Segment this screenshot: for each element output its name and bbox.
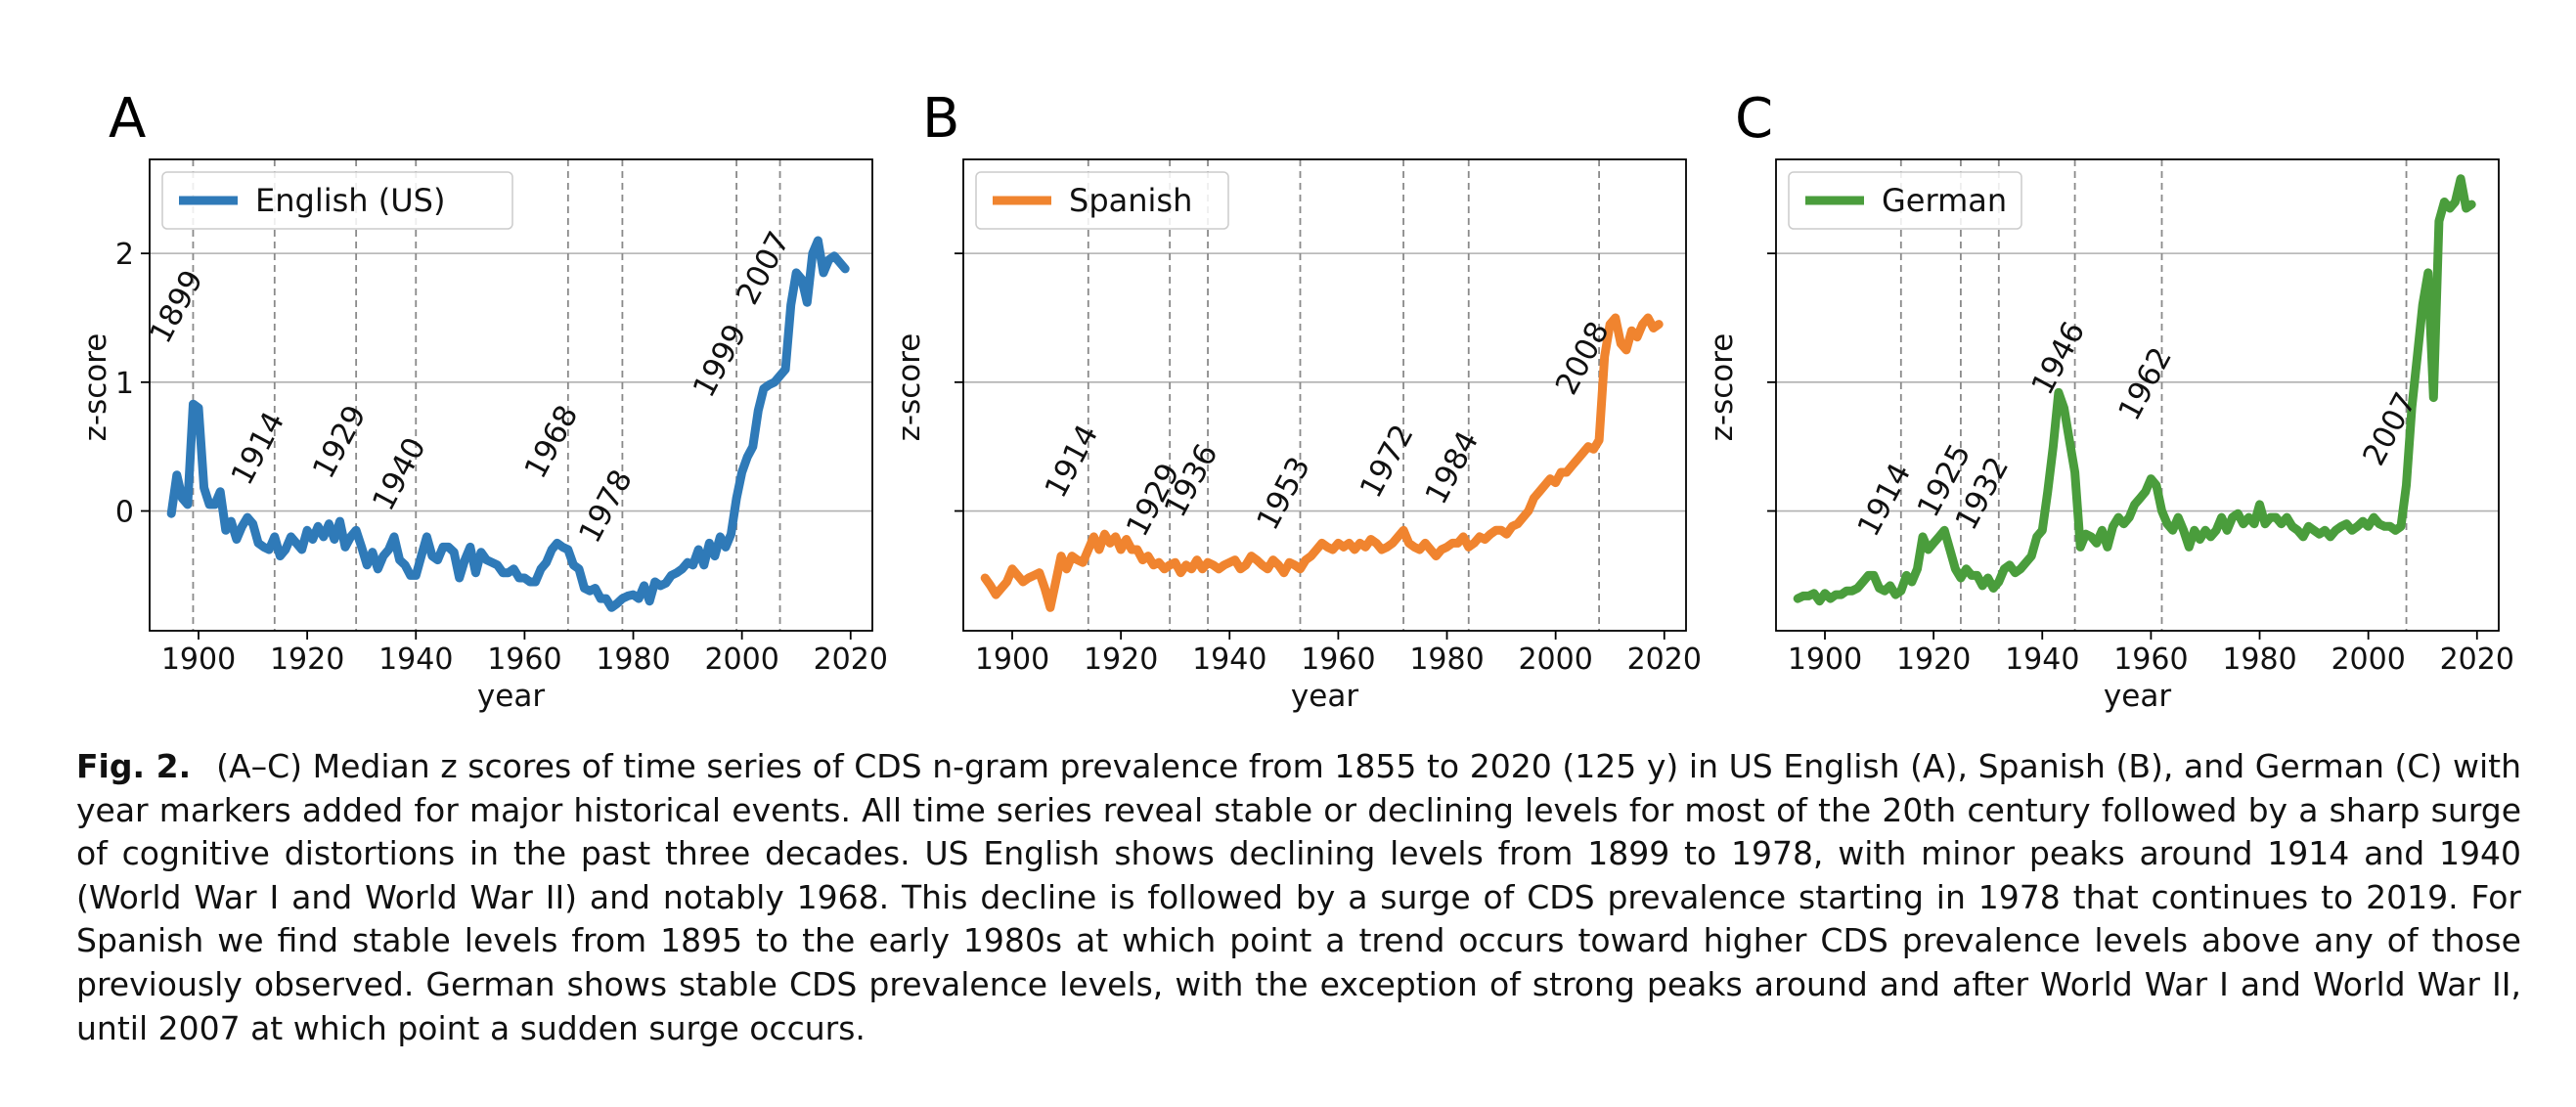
x-tick-label: 1960 — [2113, 642, 2188, 677]
y-tick-label: 0 — [115, 496, 134, 530]
legend: Spanish — [975, 171, 1229, 230]
legend-label: Spanish — [1069, 182, 1192, 219]
event-year-label: 1962 — [2111, 341, 2179, 426]
event-year-label: 1940 — [366, 432, 433, 517]
event-year-label: 1984 — [1418, 425, 1486, 510]
x-tick-label: 1920 — [1896, 642, 1971, 677]
x-tick-label: 2000 — [1518, 642, 1592, 677]
x-tick-label: 1920 — [270, 642, 344, 677]
x-axis-label: year — [1291, 679, 1358, 714]
event-year-label: 1968 — [518, 400, 586, 485]
data-series-line — [980, 313, 1664, 612]
x-tick-label: 1980 — [596, 642, 670, 677]
figure-caption: Fig. 2. (A–C) Median z scores of time ser… — [76, 745, 2521, 1050]
event-year-label: 1946 — [2024, 316, 2092, 401]
legend-box — [1788, 171, 2022, 230]
x-tick-label: 2020 — [1627, 642, 1702, 677]
event-year-label: 1972 — [1354, 419, 1421, 504]
panel-letter: B — [922, 87, 959, 151]
x-tick-label: 2000 — [2331, 642, 2405, 677]
legend-box — [161, 171, 513, 230]
y-axis-label: z-score — [1705, 333, 1740, 442]
event-year-label: 1999 — [687, 319, 754, 404]
x-axis-label: year — [2104, 679, 2171, 714]
x-tick-label: 2000 — [704, 642, 778, 677]
caption-text: (A–C) Median z scores of time series of … — [76, 747, 2522, 1047]
x-tick-label: 2020 — [814, 642, 888, 677]
event-year-label: 1899 — [143, 264, 210, 349]
x-tick-label: 1900 — [975, 642, 1049, 677]
x-tick-label: 1960 — [1301, 642, 1375, 677]
x-tick-label: 1940 — [2005, 642, 2079, 677]
y-axis-label: z-score — [892, 333, 927, 442]
x-tick-label: 2020 — [2440, 642, 2514, 677]
legend: English (US) — [161, 171, 513, 230]
x-tick-label: 1900 — [161, 642, 236, 677]
caption-label: Fig. 2. — [76, 747, 192, 785]
event-year-label: 1953 — [1250, 451, 1317, 536]
axes-frame — [1775, 158, 2500, 632]
event-year-label: 1914 — [1039, 419, 1106, 504]
event-year-label: 1914 — [225, 406, 292, 491]
data-series-line — [166, 236, 850, 612]
legend-label: English (US) — [255, 182, 445, 219]
x-axis-label: year — [477, 679, 545, 714]
event-year-label: 2007 — [730, 226, 797, 311]
x-tick-label: 1920 — [1084, 642, 1158, 677]
data-series-line — [1793, 174, 2476, 606]
x-tick-label: 1940 — [1192, 642, 1266, 677]
x-tick-label: 1940 — [378, 642, 453, 677]
event-year-label: 1929 — [306, 400, 374, 485]
axes-frame — [149, 158, 873, 632]
x-tick-label: 1900 — [1788, 642, 1862, 677]
event-year-label: 1978 — [572, 465, 640, 550]
x-tick-label: 1980 — [2222, 642, 2296, 677]
panel-letter: A — [109, 87, 146, 151]
panel-letter: C — [1735, 87, 1773, 151]
x-tick-label: 1980 — [1409, 642, 1484, 677]
y-axis-label: z-score — [78, 333, 113, 442]
axes-frame — [962, 158, 1687, 632]
event-year-label: 1914 — [1851, 458, 1919, 543]
y-tick-label: 2 — [115, 238, 134, 272]
legend-label: German — [1882, 182, 2007, 219]
legend-box — [975, 171, 1229, 230]
x-tick-label: 1960 — [487, 642, 561, 677]
y-tick-label: 1 — [115, 367, 134, 401]
legend: German — [1788, 171, 2022, 230]
